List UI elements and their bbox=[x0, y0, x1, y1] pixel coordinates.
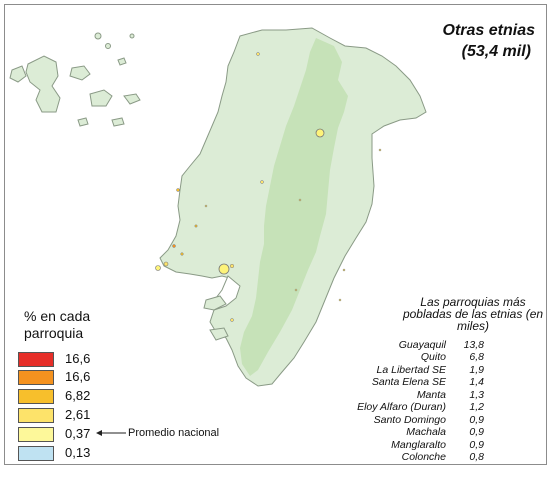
parroquia-santa-elena bbox=[164, 262, 168, 266]
legend-swatch bbox=[18, 408, 54, 423]
legend-swatch bbox=[18, 370, 54, 385]
parroquia-durán bbox=[230, 264, 234, 268]
promedio-nacional-label: Promedio nacional bbox=[128, 428, 219, 438]
genovesa-island bbox=[118, 58, 126, 65]
ranking-name: Eloy Alfaro (Duran) bbox=[357, 402, 446, 413]
parroquia-point bbox=[299, 199, 301, 201]
ranking-value: 1,3 bbox=[452, 390, 484, 401]
legend-value: 6,82 bbox=[65, 389, 90, 403]
ranking-value: 0,8 bbox=[452, 452, 484, 463]
parroquia-point bbox=[295, 289, 297, 291]
fernandina-island bbox=[10, 66, 26, 82]
ranking-name: Santo Domingo bbox=[374, 415, 446, 426]
legend-swatch bbox=[18, 446, 54, 461]
parroquia-guayaquil bbox=[219, 264, 229, 274]
promedio-arrowhead bbox=[96, 430, 102, 436]
parroquia-colonche bbox=[173, 245, 176, 248]
ranking-name: La Libertad SE bbox=[377, 365, 446, 376]
ranking-name: Manta bbox=[417, 390, 446, 401]
parroquia-point bbox=[195, 225, 197, 227]
ranking-name: Manglaralto bbox=[391, 440, 446, 451]
san-cristobal-island bbox=[124, 94, 140, 104]
parroquia-la-libertad bbox=[156, 266, 161, 271]
ranking-name: Machala bbox=[406, 427, 446, 438]
parroquia-point bbox=[205, 205, 207, 207]
legend-value: 16,6 bbox=[65, 370, 90, 384]
darwin-island bbox=[130, 34, 134, 38]
parroquia-esmeraldas bbox=[257, 53, 260, 56]
ranking-value: 1,2 bbox=[452, 402, 484, 413]
legend-swatch bbox=[18, 427, 54, 442]
espanola-island bbox=[112, 118, 124, 126]
legend-value: 16,6 bbox=[65, 352, 90, 366]
ranking-value: 13,8 bbox=[452, 340, 484, 351]
ranking-title: Las parroquias más pobladas de las etnia… bbox=[398, 296, 548, 332]
parroquia-santo-domingo bbox=[261, 181, 264, 184]
ranking-value: 0,9 bbox=[452, 427, 484, 438]
legend-swatch bbox=[18, 389, 54, 404]
map-title: Otras etnias bbox=[443, 22, 535, 40]
legend-value: 2,61 bbox=[65, 408, 90, 422]
legend-title: % en cada parroquia bbox=[24, 308, 134, 342]
parroquia-manta bbox=[177, 189, 180, 192]
legend-swatch bbox=[18, 352, 54, 367]
parroquia-manglaralto bbox=[181, 253, 184, 256]
ranking-value: 1,9 bbox=[452, 365, 484, 376]
ranking-name: Colonche bbox=[402, 452, 446, 463]
legend-value: 0,37 bbox=[65, 427, 90, 441]
parroquia-quito bbox=[316, 129, 324, 137]
ranking-value: 1,4 bbox=[452, 377, 484, 388]
ranking-value: 0,9 bbox=[452, 415, 484, 426]
coastal-islands bbox=[210, 328, 228, 340]
parroquia-point bbox=[339, 299, 341, 301]
pinta-island bbox=[95, 33, 101, 39]
isabela-island bbox=[26, 56, 60, 112]
ranking-name: Santa Elena SE bbox=[372, 377, 446, 388]
ranking-value: 6,8 bbox=[452, 352, 484, 363]
marchena-island bbox=[106, 44, 111, 49]
map-subtitle: (53,4 mil) bbox=[462, 43, 531, 61]
ranking-name: Guayaquil bbox=[399, 340, 446, 351]
parroquia-machala bbox=[231, 319, 234, 322]
santa-cruz-island bbox=[90, 90, 112, 106]
parroquia-point bbox=[379, 149, 381, 151]
ranking-name: Quito bbox=[421, 352, 446, 363]
parroquia-point bbox=[343, 269, 345, 271]
legend-value: 0,13 bbox=[65, 446, 90, 460]
ranking-value: 0,9 bbox=[452, 440, 484, 451]
floreana-island bbox=[78, 118, 88, 126]
santiago-island bbox=[70, 66, 90, 80]
